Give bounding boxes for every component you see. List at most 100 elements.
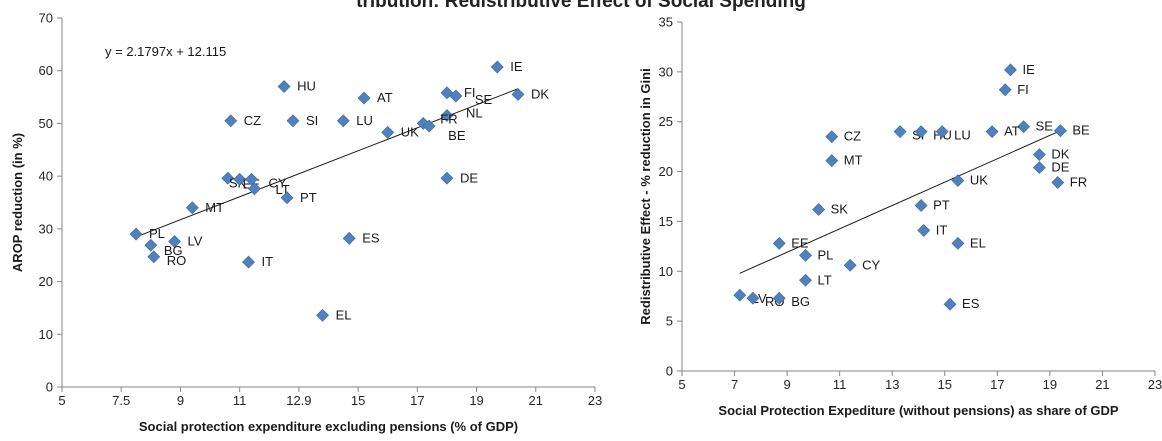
y-tick-label: 10	[39, 327, 53, 342]
data-point-lu	[336, 114, 350, 128]
x-tick-label: 9	[783, 377, 790, 392]
y-tick-label: 5	[666, 314, 673, 329]
x-tick-label: 19	[469, 393, 483, 408]
data-label-es: ES	[962, 296, 980, 311]
data-point-sk	[812, 203, 826, 216]
data-point-lu	[935, 125, 949, 139]
data-label-mt: MT	[205, 200, 224, 215]
data-point-se	[1017, 120, 1031, 134]
y-tick-label: 60	[39, 63, 53, 78]
data-label-ro: RO	[167, 253, 187, 268]
data-point-uk	[951, 174, 965, 187]
data-label-el: EL	[336, 307, 352, 322]
data-point-bg	[144, 238, 158, 252]
y-tick-label: 70	[39, 11, 53, 26]
data-point-si	[286, 114, 300, 128]
data-label-cz: CZ	[844, 129, 861, 144]
data-point-es	[943, 297, 957, 311]
data-label-cy: CY	[269, 175, 287, 190]
data-point-fr	[1051, 176, 1065, 189]
y-tick-label: 35	[659, 15, 673, 30]
y-axis-title: AROP reduction (in %)	[10, 133, 25, 272]
data-label-hu: HU	[297, 79, 316, 94]
data-point-si	[893, 125, 907, 139]
data-point-de	[440, 171, 454, 185]
data-label-pt: PT	[300, 190, 317, 205]
data-point-ro	[147, 250, 161, 264]
data-point-dk	[1032, 148, 1046, 162]
data-label-nl: NL	[466, 106, 483, 121]
data-label-be: BE	[1072, 123, 1090, 138]
data-label-uk: UK	[970, 173, 988, 188]
y-axis-title: Redistributive Effect - % reduction in G…	[638, 68, 653, 324]
x-tick-label: 23	[1148, 377, 1162, 392]
y-tick-label: 0	[46, 380, 53, 395]
data-point-ee	[233, 172, 247, 186]
data-point-mt	[185, 201, 199, 215]
data-label-si: SI	[306, 113, 318, 128]
data-label-at: AT	[377, 90, 393, 105]
data-point-el	[316, 308, 330, 322]
y-tick-label: 30	[39, 221, 53, 236]
data-point-cy	[245, 172, 258, 186]
x-tick-label: 7	[731, 377, 738, 392]
x-tick-label: 21	[529, 393, 543, 408]
x-tick-label: 13	[885, 377, 899, 392]
data-point-es	[342, 231, 356, 245]
data-point-at	[985, 125, 999, 139]
data-point-ie	[1004, 63, 1017, 77]
trendline-equation: y = 2.1797x + 12.115	[105, 44, 226, 59]
data-point-lt	[799, 273, 812, 287]
data-label-fr: FR	[1070, 175, 1087, 190]
data-point-hu	[914, 125, 928, 139]
data-point-de	[1032, 161, 1046, 175]
data-label-fr: FR	[440, 111, 457, 126]
data-label-lu: LU	[954, 128, 971, 143]
y-tick-label: 30	[659, 64, 673, 79]
x-tick-label: 17	[410, 393, 424, 408]
x-tick-label: 9	[177, 393, 184, 408]
data-label-it: IT	[936, 222, 948, 237]
data-point-ie	[490, 60, 504, 74]
x-tick-label: 19	[1043, 377, 1057, 392]
data-point-hu	[277, 80, 291, 93]
data-point-ee	[772, 236, 786, 250]
data-label-fi: FI	[464, 85, 476, 100]
data-point-se	[449, 89, 463, 103]
data-point-bg	[772, 291, 786, 305]
x-tick-label: 5	[58, 393, 65, 408]
data-point-sk	[221, 171, 235, 185]
data-label-pl: PL	[818, 247, 834, 262]
x-tick-label: 11	[233, 393, 247, 408]
data-label-uk: UK	[401, 124, 419, 139]
data-point-pl	[799, 248, 812, 262]
x-tick-label: 15	[938, 377, 952, 392]
data-label-ee: EE	[791, 235, 809, 250]
data-point-be	[1053, 124, 1067, 138]
data-label-fi: FI	[1017, 82, 1029, 97]
data-point-fr	[416, 117, 430, 130]
data-point-pt	[280, 191, 294, 205]
data-point-uk	[381, 125, 395, 139]
chart-1: 0 10 20 30 40 50 60 70 5 7.5 9 11 12.9 15 17 19 21 23 Soci…	[10, 11, 602, 435]
data-point-pl	[129, 227, 143, 241]
y-tick-label: 20	[659, 164, 673, 179]
data-point-nl	[440, 109, 454, 122]
data-point-it	[242, 255, 255, 269]
data-point-lv	[733, 288, 747, 302]
x-axis-title: Social Protection Expediture (without pe…	[718, 403, 1119, 418]
data-point-lt	[248, 182, 261, 196]
data-label-lu: LU	[356, 113, 373, 128]
data-label-lt: LT	[818, 272, 832, 287]
trendline	[739, 130, 1061, 274]
y-tick-label: 10	[659, 264, 673, 279]
y-tick-label: 0	[666, 364, 673, 379]
data-label-pt: PT	[933, 197, 950, 212]
data-point-it	[917, 223, 931, 237]
y-tick-label: 20	[39, 274, 53, 289]
data-point-cy	[843, 258, 857, 272]
data-point-mt	[825, 154, 839, 168]
data-label-bg: BG	[164, 243, 183, 258]
